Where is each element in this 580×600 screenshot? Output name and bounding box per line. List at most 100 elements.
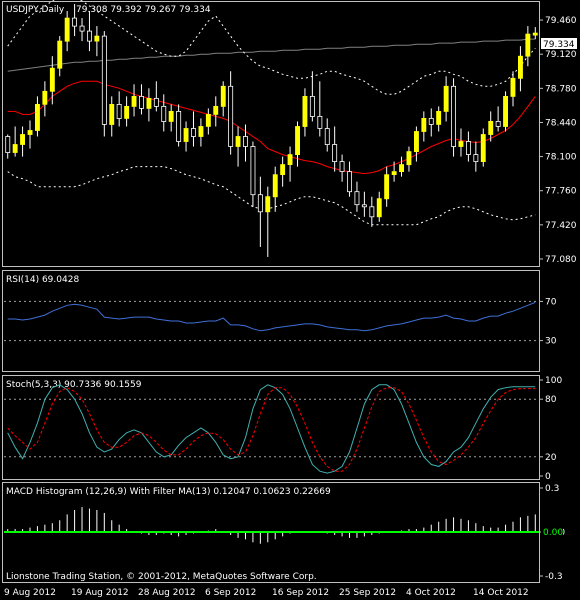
bull-candle: [436, 111, 442, 125]
stoch-signal-line: [7, 387, 536, 472]
stoch-panel-frame: [2, 375, 540, 480]
bull-candle: [421, 118, 427, 132]
bull-candle: [391, 171, 397, 176]
bull-candle: [168, 111, 174, 122]
stoch-panel-title: Stoch(5,3,3) 90.7336 90.1559: [6, 380, 142, 390]
price-tick-label: 79.460: [545, 16, 577, 26]
price-tick-label: 78.100: [545, 153, 577, 163]
bull-candle: [302, 96, 308, 127]
price-tick-label: 78.780: [545, 84, 577, 94]
bear-candle: [87, 30, 92, 42]
stoch-plot-area: [4, 384, 539, 474]
x-axis-date-label: 4 Oct 2012: [406, 588, 456, 598]
current-price-label: 79.334: [543, 40, 575, 50]
price-panel-title: USDJPY,Daily: [6, 5, 65, 15]
bull-candle: [35, 104, 40, 131]
bull-candle: [488, 121, 494, 135]
bear-candle: [361, 204, 367, 208]
bear-candle: [309, 96, 315, 117]
bull-candle: [49, 67, 55, 92]
bear-candle: [369, 206, 375, 218]
bull-candle: [146, 98, 152, 109]
stoch-axis-ticks: 100 80 20 0: [539, 376, 562, 482]
x-axis-labels: 9 Aug 2012 19 Aug 2012 28 Aug 2012 6 Sep 20…: [4, 588, 529, 598]
x-axis-date-label: 9 Aug 2012: [4, 588, 56, 598]
macd-current-label: 0.00: [543, 528, 563, 538]
bear-candle: [242, 136, 248, 147]
rsi-axis-ticks: 70 30: [539, 297, 557, 347]
bull-candle: [458, 141, 464, 147]
rsi-panel: RSI(14) 69.0428 70 30: [2, 270, 557, 372]
x-axis-date-label: 16 Sep 2012: [272, 588, 329, 598]
price-panel: USDJPY,Daily 79.308 79.392 79.267 79.334…: [2, 0, 577, 267]
stoch-tick-label: 80: [545, 395, 557, 405]
x-axis-date-label: 28 Aug 2012: [138, 588, 196, 598]
price-panel-frame: [2, 1, 540, 267]
rsi-panel-title: RSI(14) 69.0428: [6, 275, 79, 285]
bull-candle: [518, 55, 523, 79]
bear-candle: [101, 35, 107, 125]
rsi-tick-label: 30: [545, 337, 557, 347]
bear-candle: [347, 171, 352, 193]
bear-candle: [161, 106, 167, 122]
rsi-panel-frame: [2, 270, 540, 372]
bull-candle: [183, 128, 189, 142]
lower-band-line: [7, 166, 536, 226]
bull-candle: [287, 154, 293, 166]
price-tick-label: 79.120: [545, 50, 577, 60]
bear-candle: [72, 17, 77, 27]
bear-candle: [116, 104, 122, 119]
bull-candle: [64, 17, 70, 42]
price-plot-area: [5, 0, 538, 257]
macd-tick-label: 0.3: [545, 484, 559, 494]
current-price-marker: 79.334: [541, 38, 577, 50]
stoch-main-line: [7, 384, 536, 474]
bull-candle: [265, 196, 271, 213]
bull-candle: [198, 126, 204, 137]
bear-candle: [138, 96, 144, 109]
price-tick-label: 78.440: [545, 118, 577, 128]
copyright-text: Lionstone Trading Station, © 2001-2012, …: [6, 572, 317, 582]
bull-candle: [213, 106, 219, 115]
x-axis-date-label: 25 Sep 2012: [339, 588, 396, 598]
stoch-tick-label: 20: [545, 453, 557, 463]
bear-candle: [495, 121, 501, 127]
bear-candle: [190, 128, 196, 137]
bull-candle: [280, 164, 286, 176]
bear-candle: [176, 111, 182, 142]
macd-panel-title: MACD Histogram (12,26,9) With Filter MA(…: [6, 487, 331, 497]
bull-candle: [57, 40, 63, 69]
bull-candle: [406, 151, 412, 166]
price-tick-label: 77.420: [545, 221, 577, 231]
bull-candle: [295, 126, 300, 156]
price-axis-ticks: 79.460 79.120 78.780 78.440 78.100 77.760 77.4…: [539, 16, 577, 265]
bull-candle: [20, 134, 25, 145]
x-axis-date-label: 19 Aug 2012: [71, 588, 129, 598]
bull-candle: [220, 85, 226, 107]
macd-panel: MACD Histogram (12,26,9) With Filter MA(…: [2, 482, 565, 583]
current-price-box: [541, 38, 577, 49]
bull-candle: [205, 114, 211, 127]
bull-candle: [413, 131, 419, 153]
macd-current-box: [541, 527, 563, 537]
bear-candle: [451, 85, 456, 147]
price-tick-label: 77.080: [545, 255, 577, 265]
bull-candle: [399, 164, 404, 173]
bear-candle: [332, 144, 338, 163]
bull-candle: [131, 96, 137, 107]
bull-candle: [42, 90, 48, 105]
bear-candle: [250, 146, 256, 196]
bull-candle: [12, 144, 18, 153]
moving-average-line: [7, 80, 536, 175]
bear-candle: [465, 141, 471, 155]
bull-candle: [532, 32, 538, 36]
bear-candle: [5, 136, 11, 154]
bear-candle: [153, 98, 159, 107]
bear-candle: [354, 191, 360, 206]
bull-candle: [384, 174, 390, 200]
bull-candle: [124, 106, 130, 119]
macd-plot-area: 0.00: [4, 507, 563, 544]
bull-candle: [510, 77, 516, 97]
bull-candle: [480, 134, 486, 163]
